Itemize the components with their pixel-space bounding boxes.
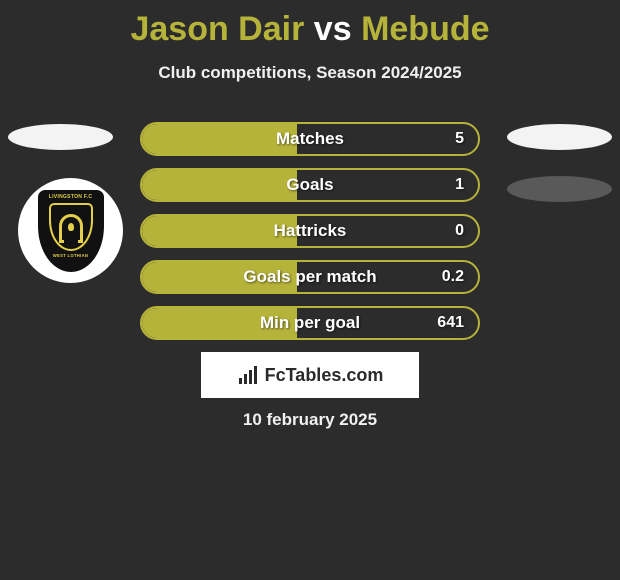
brand-box[interactable]: FcTables.com: [201, 352, 419, 398]
comparison-card: Jason Dair vs Mebude Club competitions, …: [0, 0, 620, 580]
title-player2: Mebude: [361, 10, 489, 48]
club-badge: LIVINGSTON F.C WEST LOTHIAN: [38, 190, 104, 272]
stat-label: Matches: [276, 129, 344, 149]
stat-value: 0: [455, 222, 464, 240]
title-vs: vs: [314, 10, 352, 48]
player2-club-placeholder: [507, 176, 612, 202]
title-player1: Jason Dair: [130, 10, 304, 48]
stat-value: 1: [455, 176, 464, 194]
club-badge-top-text: LIVINGSTON F.C: [49, 194, 93, 200]
brand-text: FcTables.com: [265, 365, 384, 386]
stat-row-goals: Goals 1: [140, 168, 480, 202]
stat-label: Min per goal: [260, 313, 360, 333]
subtitle: Club competitions, Season 2024/2025: [0, 63, 620, 83]
bar-chart-icon: [237, 366, 259, 384]
stat-row-hattricks: Hattricks 0: [140, 214, 480, 248]
player1-avatar-placeholder: [8, 124, 113, 150]
stat-fill: [142, 170, 297, 200]
stat-label: Goals: [286, 175, 333, 195]
date-text: 10 february 2025: [0, 410, 620, 430]
stat-label: Goals per match: [243, 267, 376, 287]
club-badge-bottom-text: WEST LOTHIAN: [53, 253, 88, 258]
club-badge-inner: [49, 203, 93, 251]
horseshoe-icon: [59, 214, 83, 240]
page-title: Jason Dair vs Mebude: [0, 0, 620, 49]
stat-row-matches: Matches 5: [140, 122, 480, 156]
stat-row-mpg: Min per goal 641: [140, 306, 480, 340]
player1-club-badge: LIVINGSTON F.C WEST LOTHIAN: [18, 178, 123, 283]
stat-value: 641: [437, 314, 464, 332]
stat-fill: [142, 124, 297, 154]
player2-avatar-placeholder: [507, 124, 612, 150]
stat-label: Hattricks: [274, 221, 347, 241]
stat-value: 0.2: [442, 268, 464, 286]
thistle-icon: [68, 223, 74, 231]
stats-container: Matches 5 Goals 1 Hattricks 0 Goals per …: [140, 122, 480, 352]
stat-value: 5: [455, 130, 464, 148]
stat-row-gpm: Goals per match 0.2: [140, 260, 480, 294]
